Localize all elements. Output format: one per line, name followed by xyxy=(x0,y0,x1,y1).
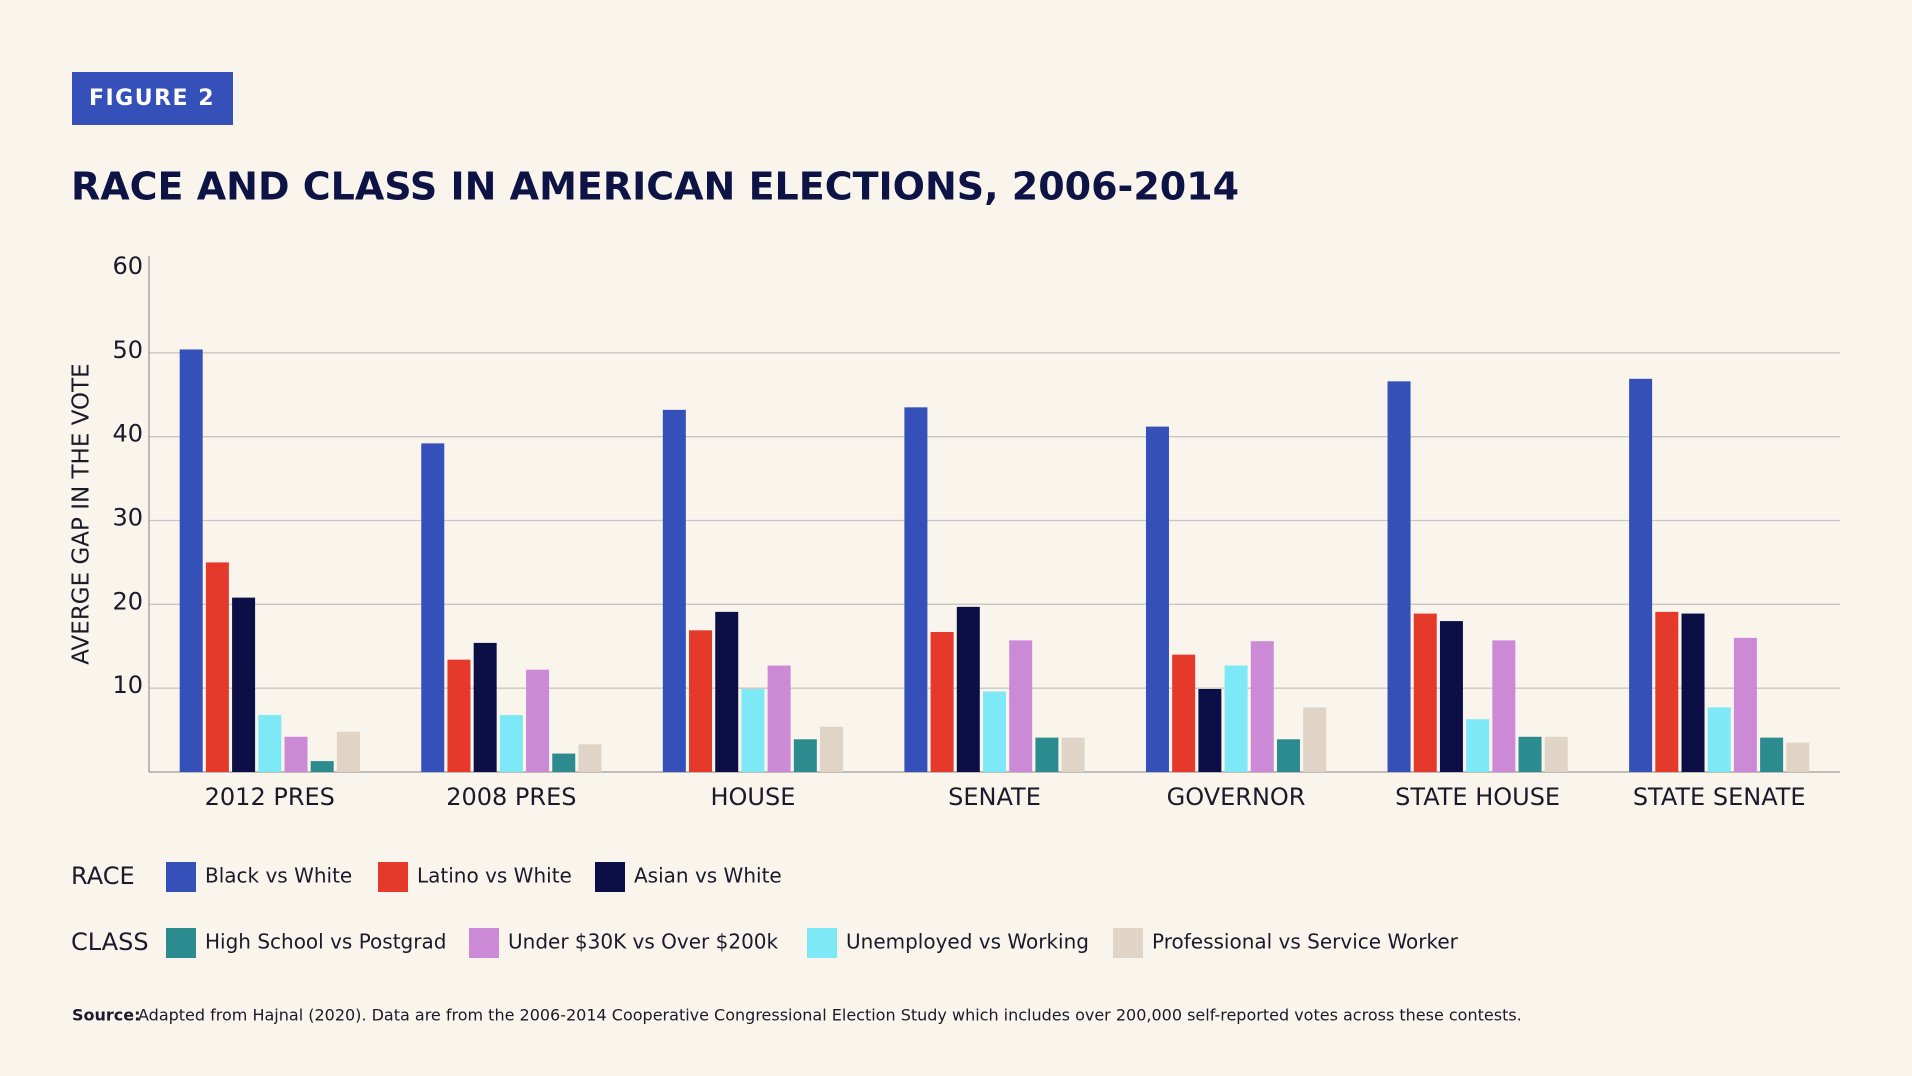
bar xyxy=(1145,426,1169,772)
bar xyxy=(689,630,713,772)
legend-label: Unemployed vs Working xyxy=(846,930,1089,954)
bar xyxy=(904,407,928,772)
bar xyxy=(284,736,308,772)
bar xyxy=(1786,742,1810,772)
bar xyxy=(1224,665,1248,772)
bar xyxy=(473,642,497,772)
bar xyxy=(1413,613,1437,772)
legend-label: Professional vs Service Worker xyxy=(1152,930,1459,954)
legend-label: Asian vs White xyxy=(634,864,782,888)
bar xyxy=(552,753,576,772)
bar xyxy=(1198,689,1222,772)
y-tick-label: 30 xyxy=(112,504,143,532)
bar xyxy=(421,443,445,772)
figure-badge xyxy=(72,72,233,125)
y-tick-label: 20 xyxy=(112,587,143,615)
x-tick-label: HOUSE xyxy=(710,783,795,811)
x-tick-label: 2008 PRES xyxy=(446,783,576,811)
bar xyxy=(1655,611,1679,772)
bar xyxy=(179,349,203,772)
bar xyxy=(1544,736,1568,772)
x-tick-label: STATE HOUSE xyxy=(1395,783,1560,811)
figure-label: FIGURE 2 xyxy=(89,86,215,111)
bar xyxy=(956,606,980,772)
bar xyxy=(1172,654,1196,772)
bar xyxy=(1518,736,1542,772)
bar xyxy=(1629,378,1653,772)
bar xyxy=(1303,707,1327,772)
bar xyxy=(1681,613,1705,772)
bar xyxy=(205,562,229,772)
legend-swatch xyxy=(378,862,408,892)
legend-swatch xyxy=(166,862,196,892)
bar xyxy=(1061,737,1085,772)
bar xyxy=(662,409,686,772)
y-tick-label: 10 xyxy=(112,671,143,699)
bar xyxy=(447,659,471,772)
y-tick-label: 60 xyxy=(112,252,143,280)
x-tick-label: 2012 PRES xyxy=(205,783,335,811)
legend-label: Under $30K vs Over $200k xyxy=(508,930,779,954)
bar xyxy=(767,665,791,772)
y-tick-label: 40 xyxy=(112,420,143,448)
bar xyxy=(499,714,523,772)
bar xyxy=(578,744,602,772)
y-axis-label: AVERGE GAP IN THE VOTE xyxy=(69,363,95,664)
legend-swatch xyxy=(166,928,196,958)
bar xyxy=(310,761,334,772)
x-tick-label: SENATE xyxy=(948,783,1041,811)
bar xyxy=(741,689,765,772)
y-tick-label: 50 xyxy=(112,336,143,364)
bar xyxy=(820,726,844,772)
bar xyxy=(1760,737,1784,772)
bar xyxy=(1492,640,1516,772)
x-tick-label: GOVERNOR xyxy=(1167,783,1306,811)
bar xyxy=(930,631,954,772)
x-tick-label: STATE SENATE xyxy=(1633,783,1806,811)
bar xyxy=(1276,739,1300,772)
legend-swatch xyxy=(807,928,837,958)
source: Adapted from Hajnal (2020). Data are fro… xyxy=(138,1006,1522,1025)
bar xyxy=(1009,640,1033,772)
bar xyxy=(1035,737,1059,772)
bar xyxy=(258,714,282,772)
legend-swatch xyxy=(1113,928,1143,958)
chart-title: RACE AND CLASS IN AMERICAN ELECTIONS, 20… xyxy=(71,165,1239,209)
bar xyxy=(336,731,360,772)
legend-swatch xyxy=(469,928,499,958)
bar xyxy=(526,669,550,772)
bar xyxy=(1466,719,1490,772)
legend-group-label: RACE xyxy=(71,862,135,890)
bar xyxy=(1733,637,1757,772)
bar xyxy=(1439,621,1463,772)
bar xyxy=(1707,707,1731,772)
legend-label: High School vs Postgrad xyxy=(205,930,446,954)
legend-swatch xyxy=(595,862,625,892)
bar xyxy=(1387,381,1411,772)
source-label: Source: xyxy=(72,1006,141,1025)
bar xyxy=(983,691,1006,772)
legend-label: Latino vs White xyxy=(417,864,572,888)
bar xyxy=(793,739,817,772)
legend-group-label: CLASS xyxy=(71,928,149,956)
bar xyxy=(715,611,739,772)
bar xyxy=(232,597,256,772)
legend-label: Black vs White xyxy=(205,864,352,888)
bar xyxy=(1250,641,1274,772)
